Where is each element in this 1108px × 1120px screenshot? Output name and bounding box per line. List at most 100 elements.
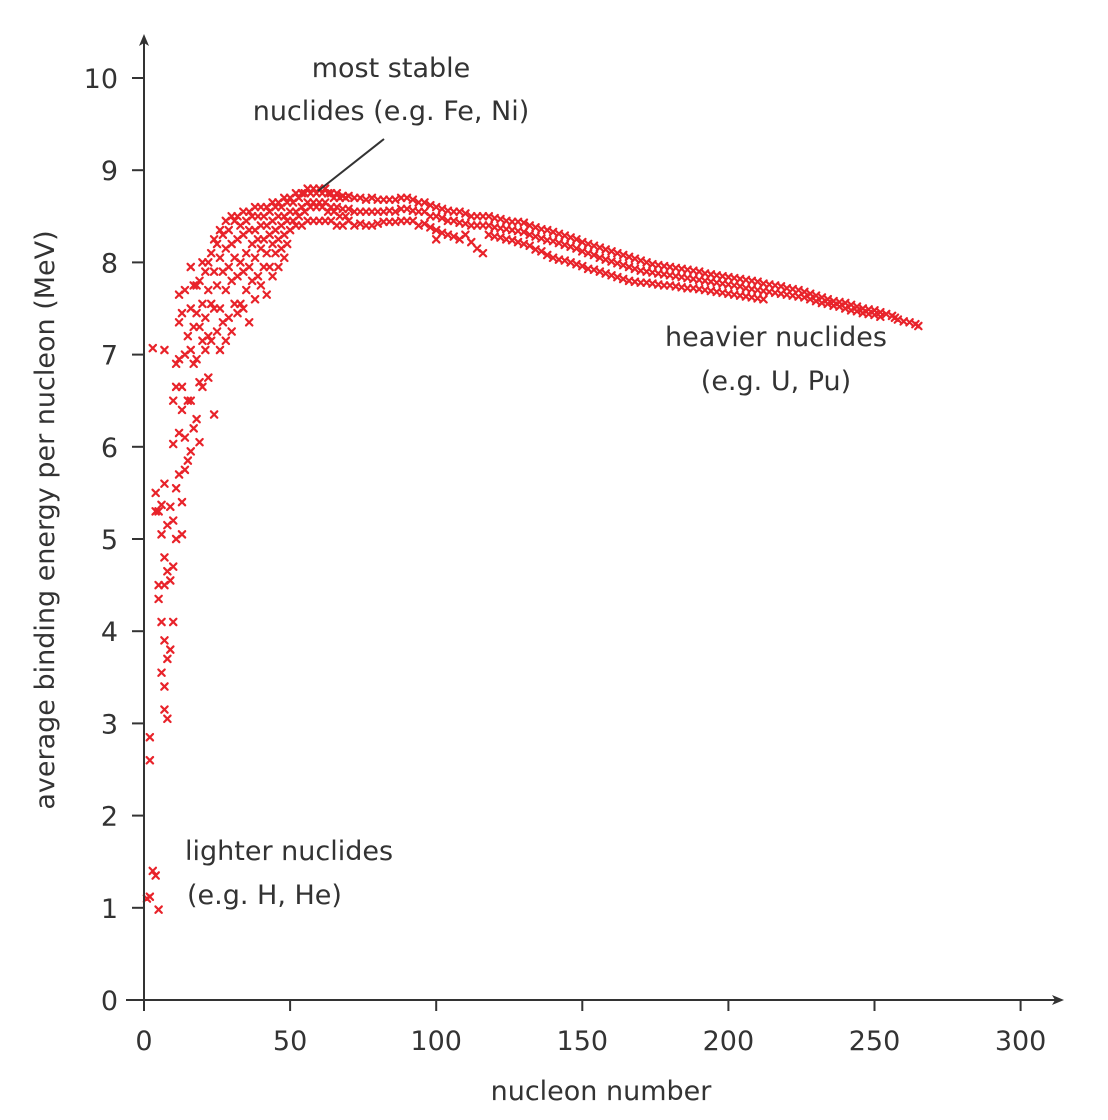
data-point xyxy=(212,239,222,249)
x-tick-label: 300 xyxy=(995,1026,1047,1057)
data-point xyxy=(306,188,315,198)
data-point xyxy=(192,281,201,290)
data-point xyxy=(203,373,213,382)
data-point xyxy=(367,207,377,216)
data-point xyxy=(478,248,488,258)
data-point xyxy=(253,235,263,244)
data-point xyxy=(186,447,196,456)
data-point xyxy=(183,331,193,341)
data-point xyxy=(341,212,350,221)
data-point xyxy=(876,312,885,322)
data-point xyxy=(315,184,324,193)
data-point xyxy=(449,232,459,241)
data-point xyxy=(396,216,406,226)
annotation-heavier-line1: heavier nuclides xyxy=(665,322,887,353)
data-point xyxy=(209,267,219,276)
data-point xyxy=(355,207,365,216)
data-point xyxy=(250,253,260,263)
x-tick-label: 200 xyxy=(703,1026,755,1057)
x-tick-label: 50 xyxy=(273,1026,307,1057)
data-point xyxy=(195,322,204,332)
data-point xyxy=(154,580,163,590)
data-point xyxy=(306,202,315,212)
data-point xyxy=(420,198,429,207)
data-point xyxy=(572,235,581,244)
data-point xyxy=(209,410,219,419)
data-point xyxy=(165,502,175,512)
data-point xyxy=(177,308,187,318)
data-point xyxy=(344,204,353,214)
data-point xyxy=(180,465,190,475)
data-point xyxy=(201,313,210,323)
data-point xyxy=(192,414,201,424)
data-point xyxy=(329,193,339,203)
data-point xyxy=(572,244,581,253)
data-point xyxy=(315,198,324,207)
data-point xyxy=(466,237,476,247)
data-point xyxy=(461,209,470,218)
data-point xyxy=(461,230,470,240)
data-point xyxy=(449,207,459,216)
y-tick-label: 10 xyxy=(84,64,118,95)
data-point xyxy=(151,488,160,498)
data-point xyxy=(385,195,394,205)
data-point xyxy=(198,258,207,267)
data-point xyxy=(253,271,263,281)
data-point xyxy=(537,247,546,256)
data-point xyxy=(177,382,187,392)
data-point xyxy=(241,248,251,258)
data-point xyxy=(525,241,535,251)
data-point xyxy=(183,456,193,465)
data-point xyxy=(265,262,274,272)
data-point xyxy=(157,617,166,627)
data-point xyxy=(160,705,169,714)
data-point xyxy=(171,359,181,369)
data-point xyxy=(279,253,289,263)
data-point xyxy=(212,281,222,290)
data-point xyxy=(198,299,207,309)
data-point xyxy=(201,345,210,355)
data-point xyxy=(168,617,178,627)
data-point xyxy=(224,225,234,235)
data-point xyxy=(186,262,196,272)
data-point xyxy=(203,258,213,267)
annotation-lighter-line1: lighter nuclides xyxy=(185,836,393,867)
data-point xyxy=(154,905,163,914)
data-point xyxy=(160,682,169,691)
data-point xyxy=(303,216,312,226)
data-point xyxy=(268,198,277,207)
data-point xyxy=(472,221,482,230)
data-point xyxy=(221,285,231,295)
y-axis-title: average binding energy per nucleon (MeV) xyxy=(30,230,61,809)
data-point xyxy=(165,576,175,585)
axis-ticks: 0 50 100 150 200 250 300 0 1 2 3 4 5 6 7 8 9 10 xyxy=(84,64,1047,1057)
x-tick-label: 0 xyxy=(135,1026,152,1057)
y-tick-label: 6 xyxy=(101,433,118,464)
data-point xyxy=(192,354,201,364)
data-point xyxy=(636,278,646,287)
data-point xyxy=(148,343,158,353)
data-point xyxy=(174,318,184,327)
data-point xyxy=(168,396,178,405)
data-point xyxy=(160,553,169,562)
data-point xyxy=(168,562,178,571)
data-point xyxy=(472,212,482,221)
data-point xyxy=(437,213,447,223)
data-point xyxy=(192,308,201,318)
data-point xyxy=(177,497,187,507)
data-point xyxy=(271,202,280,212)
data-point xyxy=(379,217,388,227)
data-point xyxy=(224,262,234,272)
data-point xyxy=(402,216,412,226)
data-point xyxy=(282,239,292,249)
data-point xyxy=(312,202,321,212)
data-point xyxy=(209,304,219,313)
data-point xyxy=(282,216,292,226)
data-point xyxy=(326,202,336,212)
data-point xyxy=(414,207,423,216)
data-point xyxy=(507,217,517,227)
data-point xyxy=(466,212,476,221)
data-point xyxy=(478,212,488,221)
data-point xyxy=(396,204,406,214)
data-point xyxy=(361,207,371,216)
